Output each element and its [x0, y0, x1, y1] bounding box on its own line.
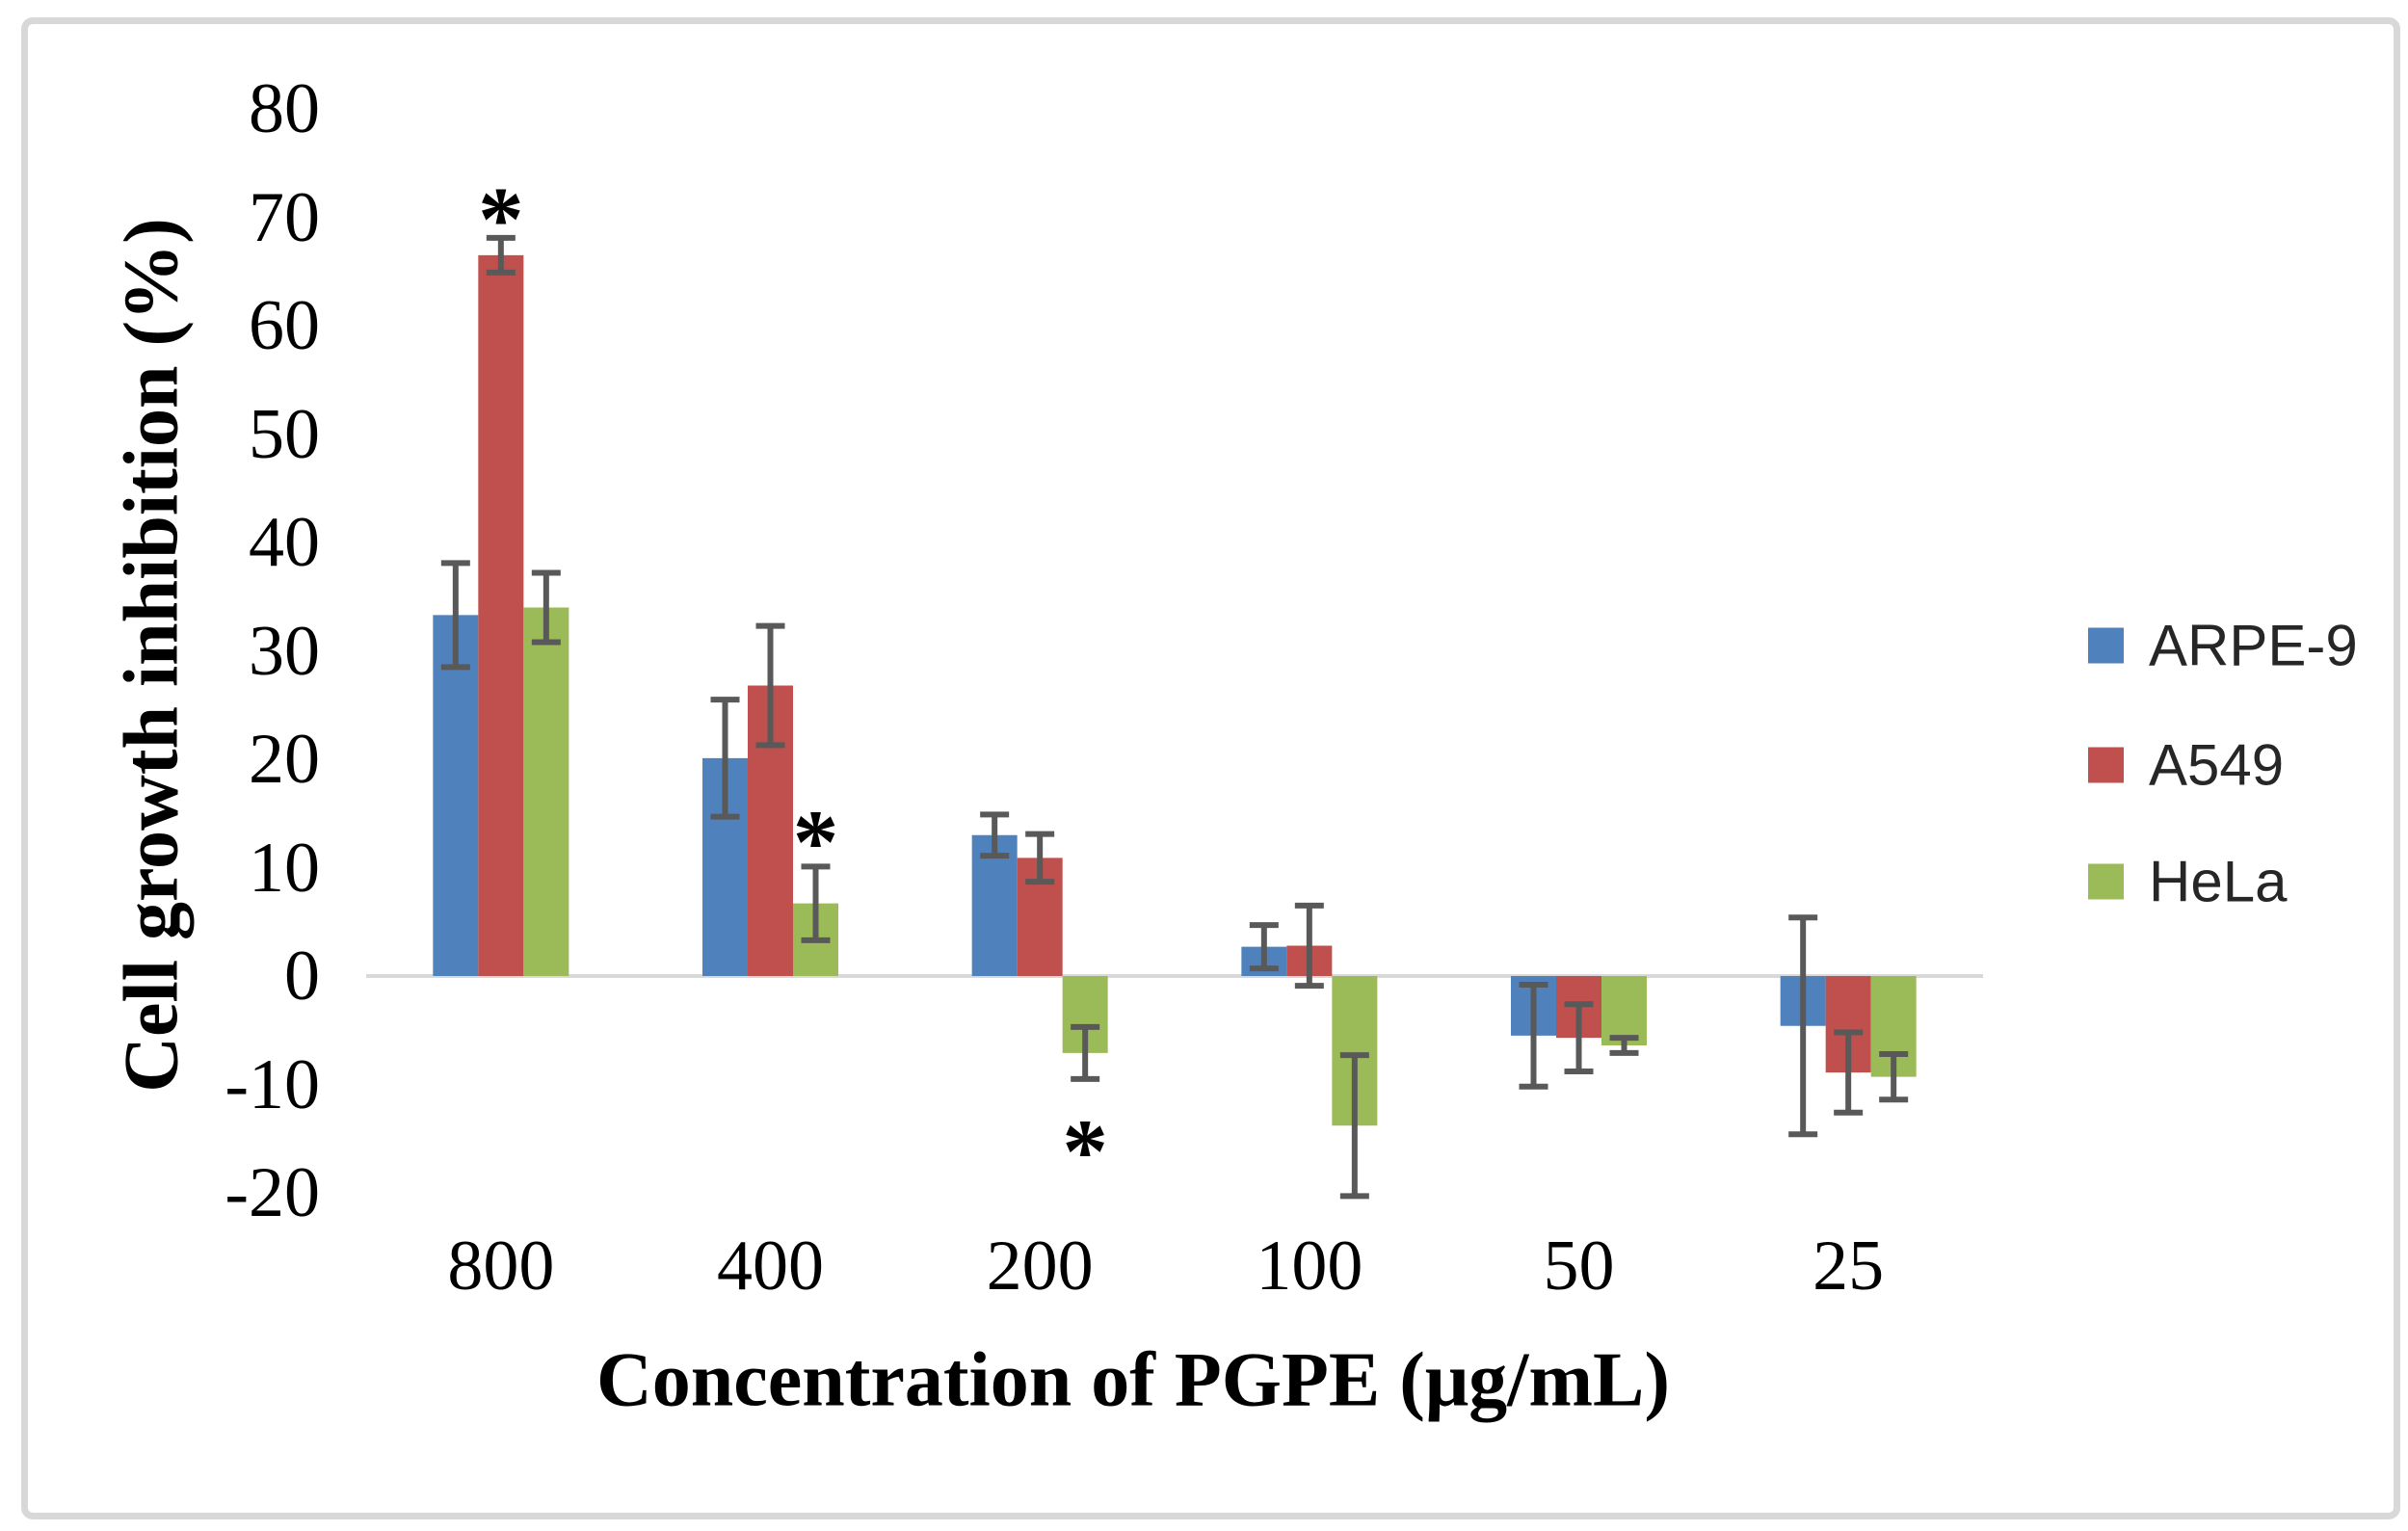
significance-asterisk: *	[478, 168, 524, 270]
bar-HeLa-800	[523, 607, 569, 976]
legend-swatch-hela-icon	[2088, 863, 2124, 900]
y-tick-label: 40	[249, 503, 320, 582]
y-tick-label: 80	[249, 69, 320, 148]
y-tick-label: -20	[225, 1153, 320, 1232]
x-tick-label: 800	[447, 1227, 555, 1306]
legend-swatch-arpe9-icon	[2088, 627, 2124, 664]
x-tick-label: 100	[1256, 1227, 1363, 1306]
y-axis-title: Cell growth inhibition (%)	[109, 218, 195, 1093]
x-tick-label: 400	[717, 1227, 824, 1306]
legend-label-a549: A549	[2149, 732, 2285, 798]
legend-item-hela: HeLa	[2088, 849, 2287, 915]
y-tick-label: 10	[249, 828, 320, 908]
legend-item-arpe9: ARPE-9	[2088, 613, 2358, 679]
legend-label-hela: HeLa	[2149, 849, 2288, 914]
y-tick-label: 70	[249, 177, 320, 257]
y-tick-label: 20	[249, 720, 320, 799]
bar-A549-800	[478, 254, 524, 976]
x-tick-label: 25	[1813, 1227, 1885, 1306]
y-tick-label: 30	[249, 611, 320, 691]
y-tick-label: -10	[225, 1044, 320, 1124]
x-tick-label: 200	[986, 1227, 1094, 1306]
x-tick-label: 50	[1543, 1227, 1615, 1306]
x-axis-title: Concentration of PGPE (μg/mL)	[595, 1337, 1671, 1423]
y-tick-label: 60	[249, 286, 320, 365]
bar-HeLa-50	[1601, 976, 1647, 1045]
y-tick-label: 50	[249, 394, 320, 474]
bar-ARPE-9-800	[433, 615, 479, 976]
legend-swatch-a549-icon	[2088, 747, 2124, 783]
legend-label-arpe9: ARPE-9	[2149, 613, 2358, 678]
legend-item-a549: A549	[2088, 732, 2284, 799]
significance-asterisk: *	[1062, 1100, 1108, 1202]
significance-asterisk: *	[793, 791, 839, 893]
y-tick-label: 0	[284, 937, 320, 1016]
